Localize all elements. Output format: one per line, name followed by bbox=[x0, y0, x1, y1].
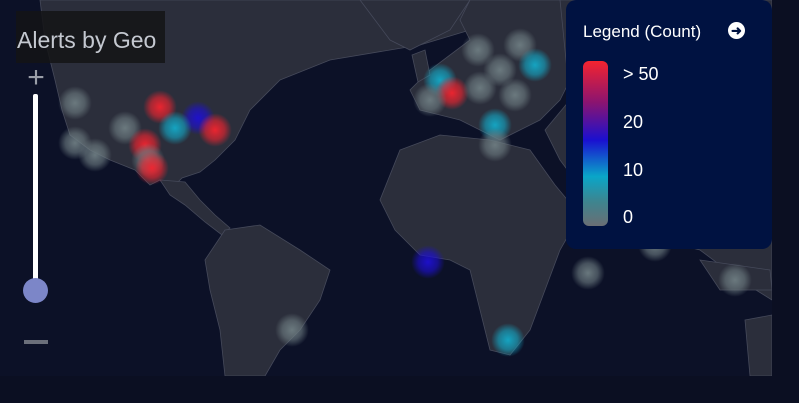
zoom-in-button[interactable]: + bbox=[27, 61, 45, 94]
legend-panel: Legend (Count) ➜ > 50 20 10 0 bbox=[566, 0, 772, 249]
page-title: Alerts by Geo bbox=[17, 27, 157, 53]
legend-title: Legend (Count) bbox=[583, 22, 702, 41]
title-box: Alerts by Geo bbox=[16, 11, 165, 63]
australia bbox=[744, 314, 772, 376]
legend-label-high: > 50 bbox=[623, 64, 659, 84]
legend-label-20: 20 bbox=[623, 112, 644, 132]
zoom-slider-track[interactable] bbox=[33, 94, 38, 290]
zoom-slider-thumb[interactable] bbox=[23, 278, 48, 303]
greenland bbox=[359, 0, 471, 51]
south-america bbox=[204, 224, 331, 376]
africa bbox=[379, 134, 581, 356]
legend-color-scale bbox=[583, 61, 608, 226]
arrow-right-circle-icon[interactable]: ➜ bbox=[728, 22, 745, 39]
legend-label-0: 0 bbox=[623, 207, 634, 227]
legend-label-10: 10 bbox=[623, 160, 644, 180]
central-america bbox=[159, 179, 231, 236]
zoom-out-button[interactable] bbox=[24, 340, 48, 344]
